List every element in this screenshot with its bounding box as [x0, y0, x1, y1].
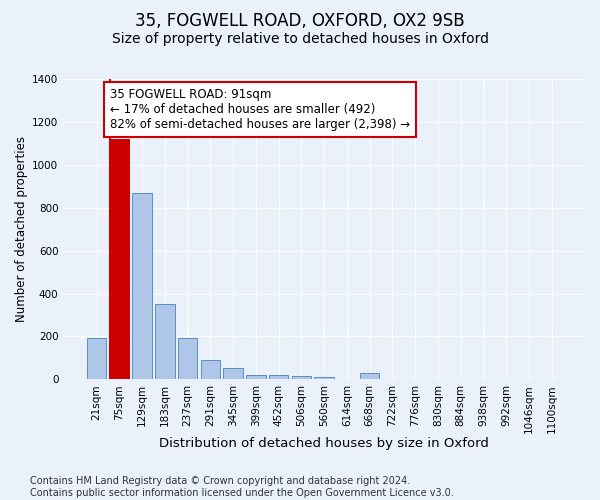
- Bar: [246, 374, 266, 380]
- Bar: [87, 338, 106, 380]
- Y-axis label: Number of detached properties: Number of detached properties: [15, 136, 28, 322]
- Bar: [360, 374, 379, 380]
- Bar: [314, 377, 334, 380]
- Text: 35 FOGWELL ROAD: 91sqm
← 17% of detached houses are smaller (492)
82% of semi-de: 35 FOGWELL ROAD: 91sqm ← 17% of detached…: [110, 88, 410, 131]
- Bar: [155, 304, 175, 380]
- Bar: [110, 139, 129, 380]
- Bar: [223, 368, 243, 380]
- Bar: [178, 338, 197, 380]
- Bar: [292, 376, 311, 380]
- Text: 35, FOGWELL ROAD, OXFORD, OX2 9SB: 35, FOGWELL ROAD, OXFORD, OX2 9SB: [135, 12, 465, 30]
- Bar: [133, 192, 152, 380]
- Bar: [201, 360, 220, 380]
- Text: Size of property relative to detached houses in Oxford: Size of property relative to detached ho…: [112, 32, 488, 46]
- Text: Contains HM Land Registry data © Crown copyright and database right 2024.
Contai: Contains HM Land Registry data © Crown c…: [30, 476, 454, 498]
- X-axis label: Distribution of detached houses by size in Oxford: Distribution of detached houses by size …: [159, 437, 489, 450]
- Bar: [269, 376, 289, 380]
